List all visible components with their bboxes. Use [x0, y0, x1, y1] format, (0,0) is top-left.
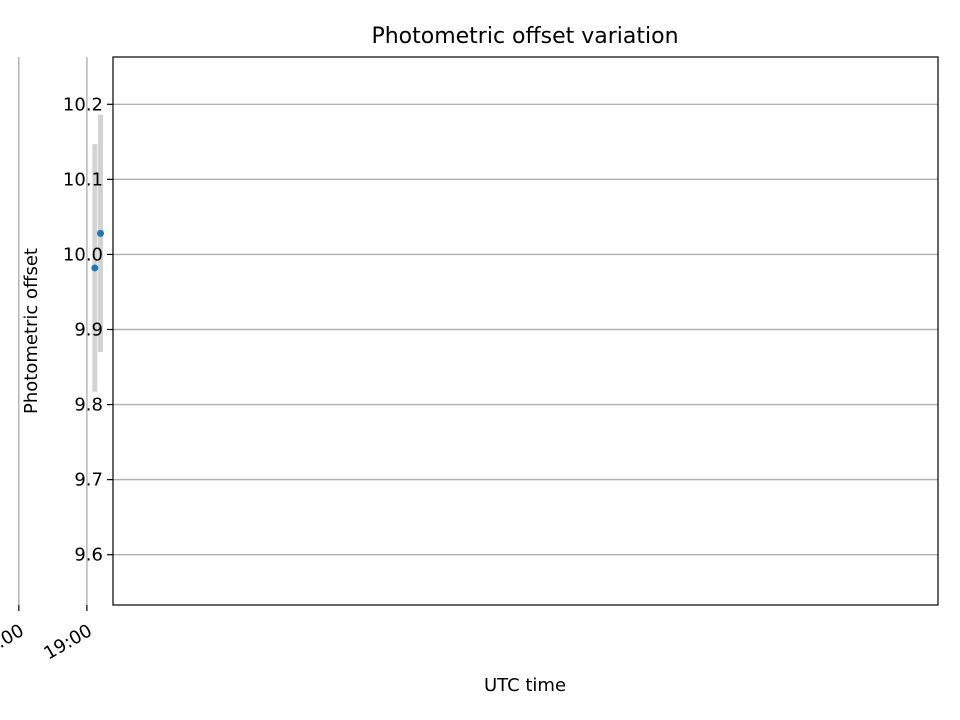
data-point: [97, 229, 105, 237]
x-tick-label: 19:00: [40, 620, 95, 664]
y-axis-label: Photometric offset: [21, 248, 42, 414]
chart-title: Photometric offset variation: [371, 24, 678, 49]
y-tick-label: 10.0: [63, 244, 103, 265]
x-axis-ticks: 19:0020:0021:0022:0023:0000:0001:0002:00…: [0, 605, 96, 664]
data-points: [91, 229, 105, 272]
y-tick-label: 10.1: [63, 169, 103, 190]
y-tick-label: 9.7: [74, 470, 103, 491]
grid-lines: [18, 57, 938, 605]
y-axis-ticks: 9.6 9.7 9.8 9.9 10.0 10.1 10.2: [63, 94, 113, 566]
x-axis-label: UTC time: [484, 675, 566, 696]
data-point: [91, 264, 99, 272]
y-tick-label: 9.6: [74, 545, 103, 566]
x-tick-label: 20:00: [0, 620, 28, 664]
y-tick-label: 9.9: [74, 319, 103, 340]
y-tick-label: 10.2: [63, 94, 103, 115]
plot-frame: [112, 56, 939, 606]
y-tick-label: 9.8: [74, 395, 103, 416]
